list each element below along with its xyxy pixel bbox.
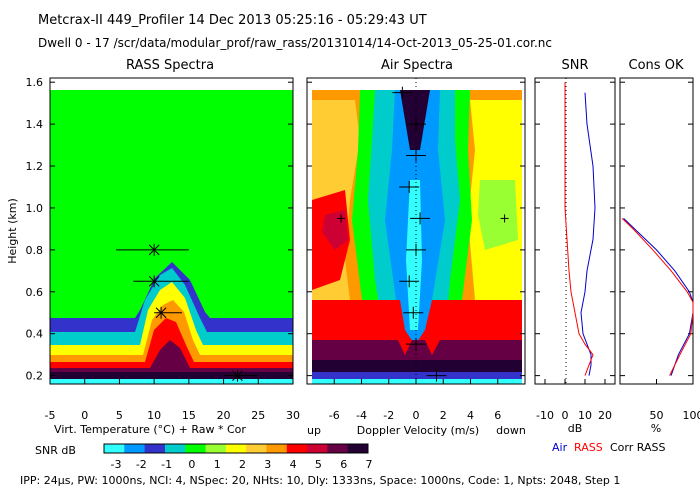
colorbar-swatch [347,444,369,453]
air-x-label-up: up [307,424,321,437]
air-x-tick-label: -6 [329,409,340,422]
rass-x-tick-label: 20 [217,409,231,422]
snr-panel-title: SNR [561,58,588,73]
legend-corr-rass: Corr RASS [610,441,665,454]
height-tick-label: 1.4 [26,118,44,131]
colorbar-swatch [104,444,125,453]
rass-panel-title: RASS Spectra [126,58,214,73]
rass-spectra-heatmap [50,90,293,384]
colorbar-tick-label: 1 [214,458,221,471]
legend-air: Air [552,441,568,454]
colorbar-tick-label: 0 [188,458,195,471]
rass-temperature-points [115,243,259,382]
air-x-axis: -6 -4 -2 0 2 4 6 [329,379,501,422]
legend-rass: RASS [574,441,603,454]
height-tick-label: 1.2 [26,160,44,173]
height-tick-label: 1.0 [26,202,44,215]
colorbar-swatch [246,444,267,453]
consok-x-tick-label: 50 [650,409,664,422]
footer-params: IPP: 24µs, PW: 1000ns, NCI: 4, NSpec: 20… [20,474,620,487]
colorbar-tick-label: -1 [161,458,172,471]
colorbar-swatch [307,444,328,453]
consok-rass-line [621,218,694,376]
air-x-label: Doppler Velocity (m/s) [357,424,479,437]
snr-x-tick-label: 0 [562,409,569,422]
rass-x-tick-label: 15 [182,409,196,422]
colorbar-swatch [164,444,186,453]
header-subtitle: Dwell 0 - 17 /scr/data/modular_prof/raw_… [38,36,552,50]
snr-colorbar: -3 -2 -1 0 1 2 3 4 5 6 7 [103,443,373,471]
height-tick-label: 1.6 [26,76,44,89]
colorbar-tick-label: -2 [136,458,147,471]
colorbar-swatch [266,444,288,453]
consok-axes-frame [619,77,694,385]
air-x-tick-label: 4 [467,409,474,422]
snr-x-tick-label: 20 [598,409,612,422]
colorbar-swatch [185,444,207,453]
height-axis: 0.2 0.4 0.6 0.8 1.0 1.2 1.4 1.6 [26,76,693,383]
height-tick-label: 0.8 [26,244,44,257]
air-x-tick-label: 2 [440,409,447,422]
air-velocity-points [337,86,509,382]
height-tick-label: 0.2 [26,370,44,383]
colorbar-swatch [144,444,166,453]
consok-x-label: % [651,422,661,435]
air-x-tick-label: -2 [383,409,394,422]
snr-x-axis: -10 0 10 20 [536,379,612,422]
air-panel-title: Air Spectra [381,58,453,73]
height-tick-label: 0.4 [26,328,44,341]
snr-lines [564,82,596,376]
colorbar-swatch [327,444,349,453]
snr-axes-frame [534,77,616,385]
rass-x-tick-label: 5 [116,409,123,422]
air-x-tick-label: -4 [356,409,367,422]
snr-x-tick-label: -10 [536,409,554,422]
air-x-tick-label: 0 [413,409,420,422]
consok-x-tick-label: 100 [683,409,700,422]
colorbar-tick-label: 3 [264,458,271,471]
consok-x-axis: 50 100 [650,379,700,422]
air-x-tick-label: 6 [494,409,501,422]
rass-x-tick-label: 30 [286,409,300,422]
rass-x-tick-label: 10 [147,409,161,422]
rass-x-label: Virt. Temperature (°C) + Raw * Cor [54,423,246,436]
colorbar-label: SNR dB [35,444,76,457]
colorbar-tick-label: -3 [111,458,122,471]
consok-panel-title: Cons OK [629,58,684,73]
colorbar-swatch [205,444,227,453]
colorbar-frame [103,443,369,454]
consok-lines [621,218,694,376]
colorbar-swatch [225,444,247,453]
colorbar-tick-label: 5 [315,458,322,471]
snr-rass-line [564,82,594,376]
colorbar-tick-label: 4 [290,458,297,471]
snr-x-label: dB [568,422,583,435]
colorbar-tick-label: 2 [239,458,246,471]
header-title: Metcrax-II 449_Profiler 14 Dec 2013 05:2… [38,13,427,28]
rass-x-tick-label: 25 [251,409,265,422]
colorbar-swatch [286,444,308,453]
rass-x-tick-label: 0 [81,409,88,422]
rass-x-tick-label: -5 [45,409,56,422]
snr-x-tick-label: 10 [578,409,592,422]
height-axis-label: Height (km) [6,198,19,264]
rass-axes-frame [49,77,294,385]
snr-air-line [580,92,596,376]
air-x-label-down: down [496,424,526,437]
colorbar-swatch [124,444,146,453]
height-tick-label: 0.6 [26,286,44,299]
consok-air-line [623,218,694,376]
colorbar-tick-label: 7 [366,458,373,471]
air-spectra-heatmap [312,90,522,384]
colorbar-tick-label: 6 [340,458,347,471]
rass-x-axis: -5 0 5 10 15 20 25 30 [45,379,300,422]
